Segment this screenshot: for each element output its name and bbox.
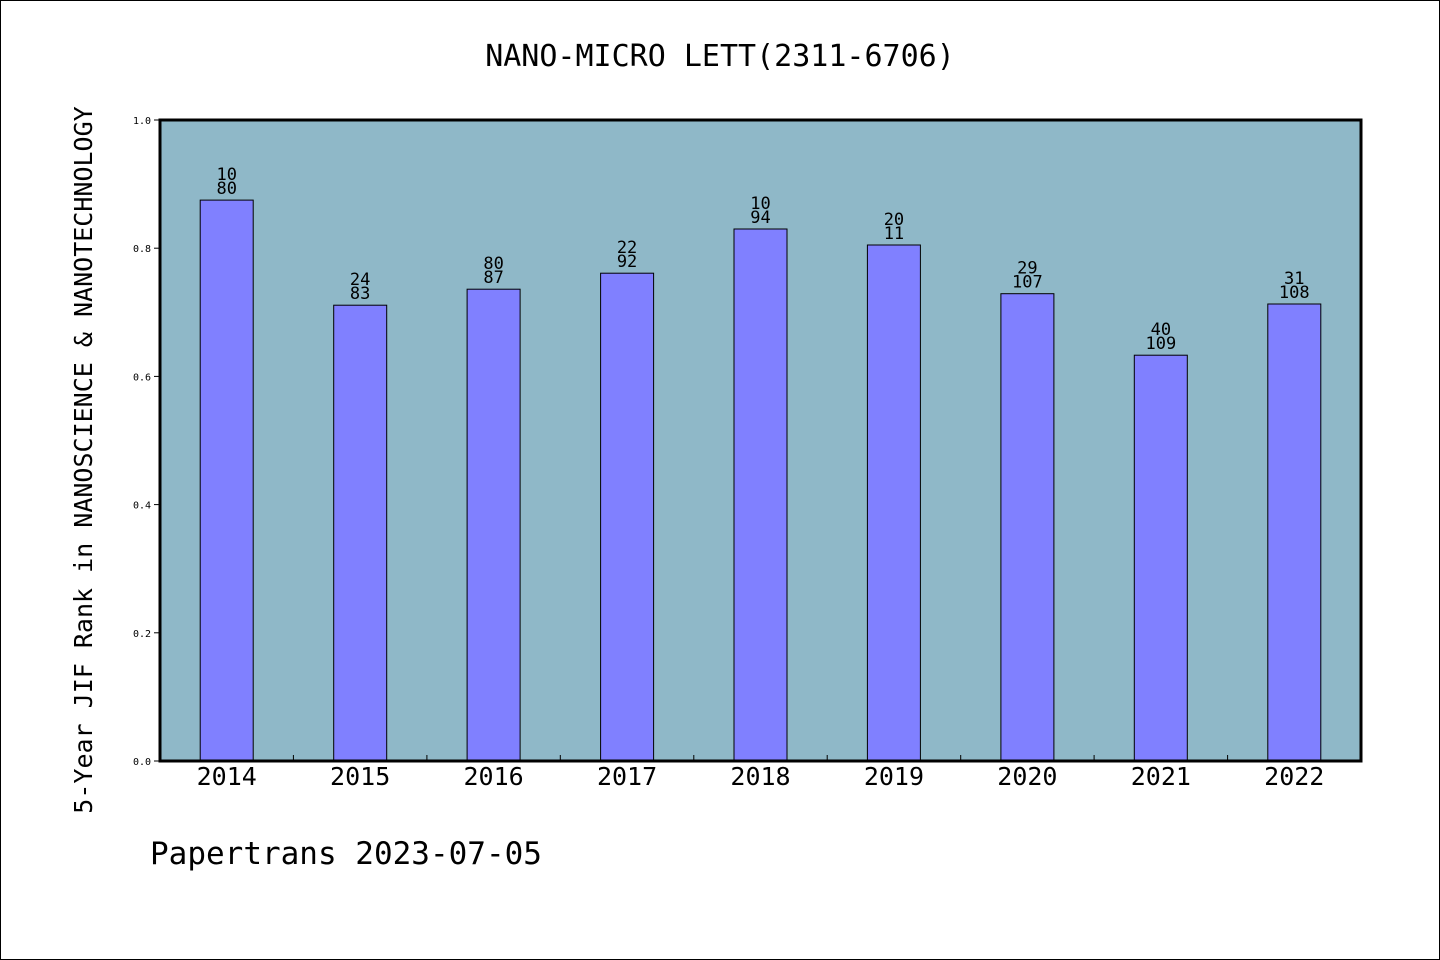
bar-label-total-2016: 87 bbox=[483, 268, 503, 288]
y-tick-label: 0.0 bbox=[133, 757, 151, 768]
x-tick-label-2017: 2017 bbox=[597, 762, 657, 791]
bar-2015 bbox=[333, 304, 388, 762]
y-tick-label: 1.0 bbox=[133, 116, 151, 127]
bar-label-total-2017: 92 bbox=[617, 252, 637, 272]
chart-title: NANO-MICRO LETT(2311-6706) bbox=[485, 39, 955, 74]
y-tick-label: 0.6 bbox=[133, 372, 151, 383]
bar-label-total-2014: 80 bbox=[216, 179, 236, 199]
bar-label-rank-2014: 10 bbox=[216, 165, 236, 185]
bar-label-total-2019: 11 bbox=[884, 224, 904, 244]
bar-2019 bbox=[866, 244, 921, 762]
x-tick-label-2022: 2022 bbox=[1264, 762, 1324, 791]
bar-2020 bbox=[1000, 293, 1055, 762]
bar-label-total-2020: 107 bbox=[1012, 273, 1043, 293]
bar-2018 bbox=[733, 228, 788, 762]
bar-2016 bbox=[466, 288, 521, 762]
bar-label-rank-2016: 80 bbox=[483, 254, 503, 274]
x-axis-ticks: 2014 2015 2016 2017 2018 2019 2020 2021 2022 bbox=[197, 755, 1324, 791]
bar-label-rank-2015: 24 bbox=[350, 270, 370, 290]
bar-label-rank-2017: 22 bbox=[617, 238, 637, 258]
bar-label-rank-2022: 31 bbox=[1284, 269, 1304, 289]
x-tick-label-2018: 2018 bbox=[730, 762, 790, 791]
x-tick-label-2020: 2020 bbox=[997, 762, 1057, 791]
x-tick-label-2014: 2014 bbox=[197, 762, 257, 791]
bar-label-total-2015: 83 bbox=[350, 284, 370, 304]
bar-label-total-2021: 109 bbox=[1145, 334, 1176, 354]
y-tick-label: 0.4 bbox=[133, 501, 151, 512]
y-axis-ticks: 0.0 0.2 0.4 0.6 0.8 1.0 bbox=[133, 116, 160, 768]
bar-label-total-2022: 108 bbox=[1279, 283, 1310, 303]
bar-label-rank-2020: 29 bbox=[1017, 259, 1037, 279]
bar-label-total-2018: 94 bbox=[750, 208, 770, 228]
y-tick-label: 0.2 bbox=[133, 629, 151, 640]
bar-2017 bbox=[600, 272, 655, 762]
bar-2021 bbox=[1133, 354, 1188, 762]
bar-2022 bbox=[1267, 303, 1322, 762]
bar-2014 bbox=[199, 199, 254, 762]
x-tick-label-2015: 2015 bbox=[330, 762, 390, 791]
x-tick-label-2021: 2021 bbox=[1131, 762, 1191, 791]
y-axis-label: 5-Year JIF Rank in NANOSCIENCE & NANOTEC… bbox=[69, 106, 98, 813]
footer-text: Papertrans 2023-07-05 bbox=[150, 836, 542, 872]
bar-label-rank-2021: 40 bbox=[1151, 320, 1171, 340]
y-tick-label: 0.8 bbox=[133, 244, 151, 255]
x-tick-label-2016: 2016 bbox=[464, 762, 524, 791]
plot-border bbox=[158, 118, 1363, 763]
bar-label-rank-2018: 10 bbox=[750, 194, 770, 214]
x-tick-label-2019: 2019 bbox=[864, 762, 924, 791]
bars bbox=[199, 199, 1322, 762]
bar-label-rank-2019: 20 bbox=[884, 210, 904, 230]
